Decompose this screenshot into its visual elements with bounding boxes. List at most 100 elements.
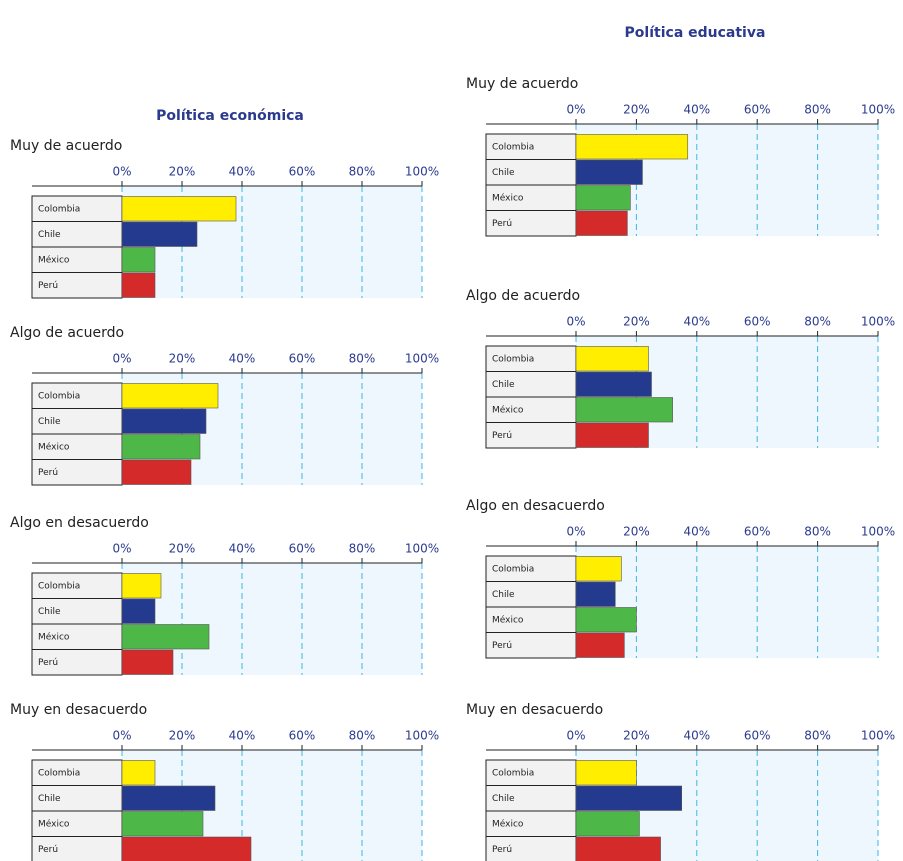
bar	[121, 221, 198, 247]
category-cell	[485, 759, 577, 786]
category-label: Perú	[492, 219, 512, 229]
bar	[121, 196, 237, 222]
category-label: Colombia	[492, 564, 534, 574]
category-label: Chile	[492, 794, 515, 804]
bar	[121, 624, 210, 650]
bar	[121, 811, 204, 837]
bar	[575, 632, 625, 658]
x-tick-label: 40%	[229, 352, 256, 366]
category-cell	[31, 785, 123, 812]
x-tick-label: 20%	[623, 315, 650, 329]
category-cell	[31, 810, 123, 837]
category-label: México	[38, 631, 70, 642]
chart-subtitle: Algo de acuerdo	[466, 288, 580, 304]
category-label: Chile	[492, 380, 515, 390]
chart-subtitle: Muy en desacuerdo	[466, 702, 603, 718]
category-label: Colombia	[492, 768, 534, 778]
category-label: Perú	[492, 431, 512, 441]
bar	[575, 760, 637, 786]
category-cell	[485, 345, 577, 372]
category-label: Colombia	[38, 581, 80, 591]
category-label: Perú	[38, 281, 58, 291]
x-tick-label: 100%	[861, 729, 895, 743]
x-tick-label: 60%	[289, 165, 316, 179]
category-label: Perú	[38, 658, 58, 668]
bar	[575, 581, 616, 607]
x-tick-label: 0%	[112, 729, 131, 743]
category-label: Perú	[38, 468, 58, 478]
category-label: México	[38, 441, 70, 452]
x-tick-label: 60%	[289, 542, 316, 556]
x-tick-label: 80%	[349, 542, 376, 556]
x-tick-label: 60%	[744, 103, 771, 117]
x-tick-label: 40%	[683, 729, 710, 743]
bar	[121, 785, 216, 811]
category-label: Chile	[492, 590, 515, 600]
x-tick-label: 60%	[744, 315, 771, 329]
bar	[575, 159, 643, 185]
x-tick-label: 20%	[623, 525, 650, 539]
category-cell	[31, 408, 123, 435]
category-label: México	[38, 254, 70, 265]
x-tick-label: 100%	[405, 165, 439, 179]
category-label: Colombia	[38, 391, 80, 401]
chart-subtitle: Muy de acuerdo	[466, 76, 578, 92]
bar	[121, 383, 219, 409]
x-tick-label: 20%	[623, 103, 650, 117]
category-cell	[31, 649, 123, 676]
x-tick-label: 40%	[229, 542, 256, 556]
bar	[121, 836, 252, 861]
x-tick-label: 20%	[623, 729, 650, 743]
x-tick-label: 40%	[683, 103, 710, 117]
category-label: México	[492, 404, 524, 415]
bar	[121, 434, 201, 460]
category-cell	[485, 184, 577, 211]
category-label: Colombia	[38, 768, 80, 778]
bar	[121, 247, 156, 273]
bar	[575, 811, 640, 837]
x-tick-label: 20%	[169, 165, 196, 179]
bar	[575, 134, 689, 160]
category-cell	[485, 422, 577, 449]
category-label: México	[492, 192, 524, 203]
category-label: Chile	[38, 417, 61, 427]
x-tick-label: 100%	[405, 729, 439, 743]
chart-title: Política educativa	[625, 25, 766, 41]
category-label: Colombia	[492, 142, 534, 152]
x-tick-label: 60%	[289, 352, 316, 366]
x-tick-label: 40%	[229, 165, 256, 179]
x-tick-label: 60%	[289, 729, 316, 743]
bar	[121, 459, 192, 485]
chart-subtitle: Muy de acuerdo	[10, 138, 122, 154]
category-cell	[31, 459, 123, 486]
bar	[575, 607, 637, 633]
bar	[121, 598, 156, 624]
category-cell	[485, 159, 577, 186]
x-tick-label: 80%	[349, 729, 376, 743]
x-tick-label: 60%	[744, 525, 771, 539]
x-tick-label: 0%	[566, 525, 585, 539]
category-cell	[31, 836, 123, 861]
x-tick-label: 80%	[349, 352, 376, 366]
x-tick-label: 100%	[405, 352, 439, 366]
bar	[575, 371, 652, 397]
x-tick-label: 100%	[861, 103, 895, 117]
chart-subtitle: Algo en desacuerdo	[10, 515, 149, 531]
bar	[575, 210, 628, 236]
x-tick-label: 20%	[169, 729, 196, 743]
plot-background	[576, 546, 878, 658]
x-tick-label: 80%	[349, 165, 376, 179]
x-tick-label: 100%	[405, 542, 439, 556]
x-tick-label: 0%	[566, 103, 585, 117]
category-label: Perú	[38, 845, 58, 855]
category-cell	[31, 382, 123, 409]
chart-title: Política económica	[156, 108, 304, 124]
category-cell	[485, 606, 577, 633]
bar	[121, 760, 156, 786]
category-cell	[485, 581, 577, 608]
chart-subtitle: Algo en desacuerdo	[466, 498, 605, 514]
category-cell	[485, 371, 577, 398]
bar	[575, 556, 622, 582]
category-label: México	[492, 614, 524, 625]
